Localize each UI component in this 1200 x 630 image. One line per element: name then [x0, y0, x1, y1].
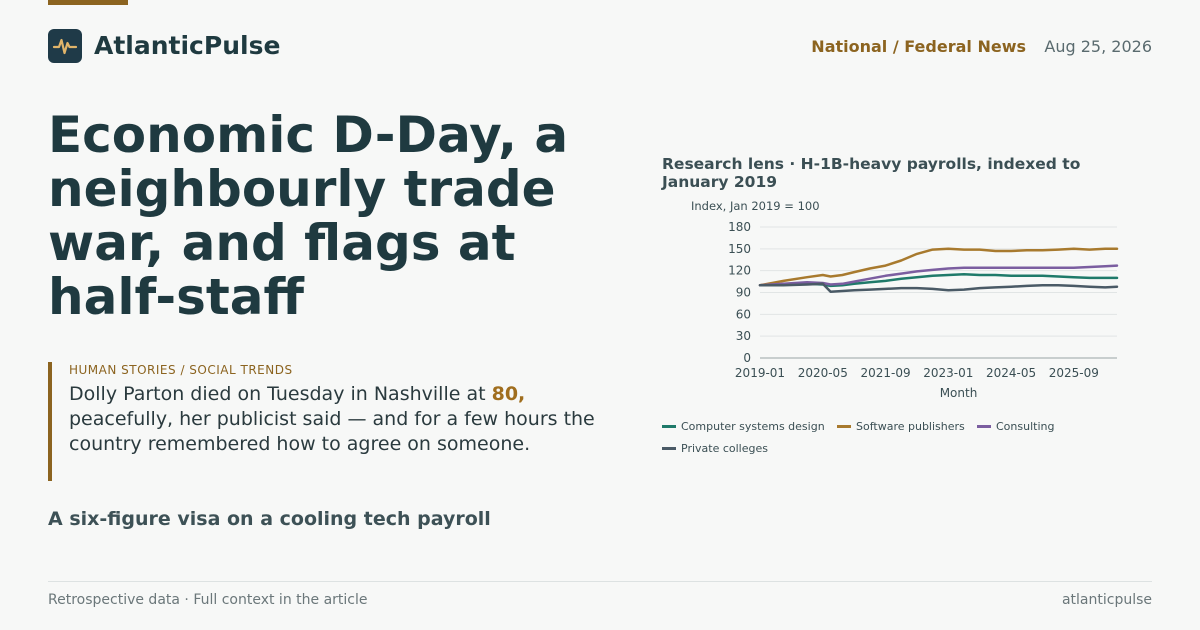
x-tick-label: 2021-09 [860, 366, 910, 380]
legend-swatch [977, 425, 991, 428]
y-tick-label: 150 [728, 242, 751, 256]
series-line-2 [758, 247, 1119, 287]
x-tick-label: 2025-09 [1049, 366, 1099, 380]
legend-item: Private colleges [662, 442, 768, 455]
dek-text-start: Dolly Parton died on Tuesday in Nashvill… [69, 383, 492, 405]
subheadline: A six-figure visa on a cooling tech payr… [48, 508, 491, 530]
legend-swatch [662, 447, 676, 450]
x-tick-label: 2020-05 [798, 366, 848, 380]
publish-date: Aug 25, 2026 [1044, 37, 1152, 56]
pulse-icon [52, 38, 78, 55]
line-chart: 0 30 60 90 120 150 180 2019-01 2020-05 2021-09 202… [691, 199, 1119, 400]
y-tick-label: 30 [736, 329, 751, 343]
section-link[interactable]: National / Federal News [811, 37, 1026, 56]
story-dek: Dolly Parton died on Tuesday in Nashvill… [69, 382, 609, 457]
accent-bar [48, 0, 128, 5]
story-kicker: HUMAN STORIES / SOCIAL TRENDS [69, 363, 293, 377]
legend-label: Consulting [996, 420, 1055, 433]
legend-item: Consulting [977, 420, 1054, 433]
legend-swatch [837, 425, 851, 428]
legend-label: Computer systems design [681, 420, 825, 433]
brand-name[interactable]: AtlanticPulse [94, 31, 281, 60]
brand-logo[interactable] [48, 29, 82, 63]
x-axis-label: Month [940, 386, 978, 400]
legend-item: Software publishers [837, 420, 965, 433]
story-quote: HUMAN STORIES / SOCIAL TRENDS Dolly Part… [48, 362, 612, 481]
series-line-3 [758, 264, 1119, 287]
y-tick-label: 60 [736, 307, 751, 321]
series-line-1 [758, 273, 1119, 288]
legend-item: Computer systems design [662, 420, 825, 433]
chart-title: Research lens · H-1B-heavy payrolls, ind… [662, 155, 1081, 191]
legend-swatch [662, 425, 676, 428]
y-tick-label: 0 [743, 351, 751, 365]
legend-label: Software publishers [856, 420, 965, 433]
x-tick-label: 2024-05 [986, 366, 1036, 380]
x-tick-label: 2023-01 [923, 366, 973, 380]
y-tick-label: 120 [728, 264, 751, 278]
y-axis-label: Index, Jan 2019 = 100 [691, 199, 820, 213]
dek-text-end: peacefully, her publicist said — and for… [69, 408, 595, 455]
footer-note: Retrospective data · Full context in the… [48, 592, 368, 608]
y-tick-label: 180 [728, 220, 751, 234]
dek-highlight: 80, [491, 383, 526, 405]
footer-brand[interactable]: atlanticpulse [1061, 592, 1152, 608]
legend-label: Private colleges [681, 442, 768, 455]
series-line-4 [758, 282, 1119, 294]
y-tick-label: 90 [736, 286, 751, 300]
headline: Economic D-Day, a neighbourly trade war,… [48, 106, 569, 326]
x-tick-label: 2019-01 [735, 366, 785, 380]
footer-divider [48, 581, 1152, 582]
